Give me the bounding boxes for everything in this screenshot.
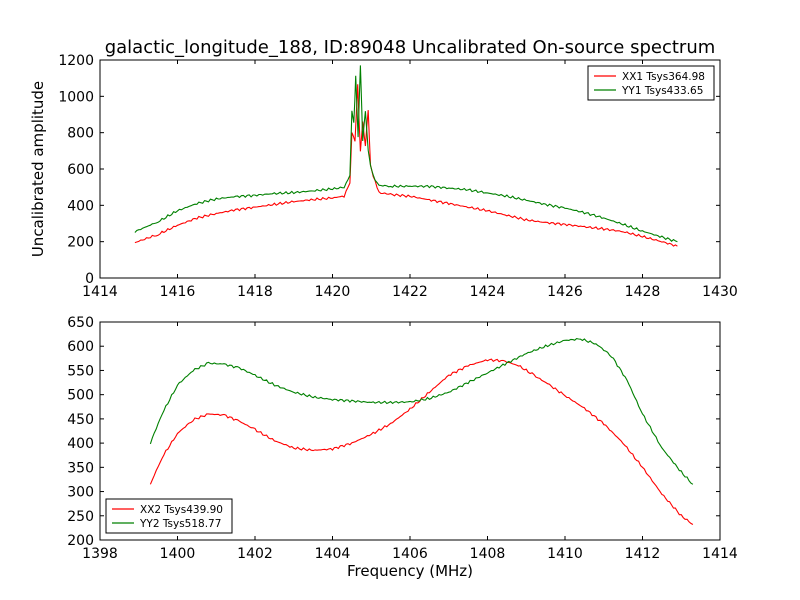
legend-box [105, 498, 233, 534]
y-tick-label: 650 [67, 315, 94, 331]
x-tick-label: 1406 [392, 546, 428, 562]
x-tick-label: 1402 [237, 546, 273, 562]
x-tick-label: 1404 [315, 546, 351, 562]
y-tick-label: 300 [67, 485, 94, 501]
y-tick-label: 600 [67, 162, 94, 178]
y-tick-label: 800 [67, 126, 94, 142]
x-axis-label: Frequency (MHz) [347, 562, 473, 580]
x-tick-label: 1414 [82, 284, 118, 300]
chart-title: galactic_longitude_188, ID:89048 Uncalib… [105, 37, 716, 58]
y-tick-label: 1200 [58, 53, 94, 69]
series-line-xx2 [149, 358, 694, 525]
x-tick-label: 1418 [237, 284, 273, 300]
legend: XX1 Tsys364.98 YY1 Tsys433.65 [587, 65, 715, 101]
y-tick-label: 450 [67, 412, 94, 428]
x-tick-label: 1400 [160, 546, 196, 562]
x-tick-label: 1414 [702, 546, 738, 562]
x-tick-label: 1408 [470, 546, 506, 562]
x-tick-label: 1420 [315, 284, 351, 300]
y-axis-label: Uncalibrated amplitude [29, 81, 47, 257]
y-tick-label: 600 [67, 339, 94, 355]
x-tick-label: 1398 [82, 546, 118, 562]
y-tick-label: 550 [67, 363, 94, 379]
x-tick-label: 1426 [547, 284, 583, 300]
top-spectrum-panel: 1414 1416 1418 1420 1422 1424 1426 1428 1430 0 200… [29, 53, 738, 300]
legend-label: YY1 Tsys433.65 [621, 85, 703, 97]
x-tick-label: 1422 [392, 284, 428, 300]
series-line-yy2 [149, 338, 694, 485]
legend-label: YY2 Tsys518.77 [139, 518, 221, 530]
series-line-xx1 [134, 84, 678, 247]
y-tick-label: 200 [67, 533, 94, 549]
legend-box [587, 65, 715, 101]
bottom-spectrum-panel: 1398 1400 1402 1404 1406 1408 1410 1412 1414 200 2… [67, 315, 738, 580]
x-tick-label: 1410 [547, 546, 583, 562]
x-tick-label: 1430 [702, 284, 738, 300]
legend: XX2 Tsys439.90 YY2 Tsys518.77 [105, 498, 233, 534]
legend-label: XX1 Tsys364.98 [622, 71, 705, 83]
y-tick-label: 400 [67, 436, 94, 452]
y-tick-label: 250 [67, 509, 94, 525]
legend-label: XX2 Tsys439.90 [140, 504, 223, 516]
x-tick-label: 1424 [470, 284, 506, 300]
series-line-yy1 [134, 65, 678, 243]
x-tick-label: 1412 [625, 546, 661, 562]
x-tick-label: 1416 [160, 284, 196, 300]
y-tick-label: 1000 [58, 89, 94, 105]
y-tick-label: 0 [85, 271, 94, 287]
x-tick-label: 1428 [625, 284, 661, 300]
y-tick-label: 200 [67, 235, 94, 251]
y-tick-label: 350 [67, 460, 94, 476]
y-tick-label: 400 [67, 198, 94, 214]
y-tick-label: 500 [67, 388, 94, 404]
